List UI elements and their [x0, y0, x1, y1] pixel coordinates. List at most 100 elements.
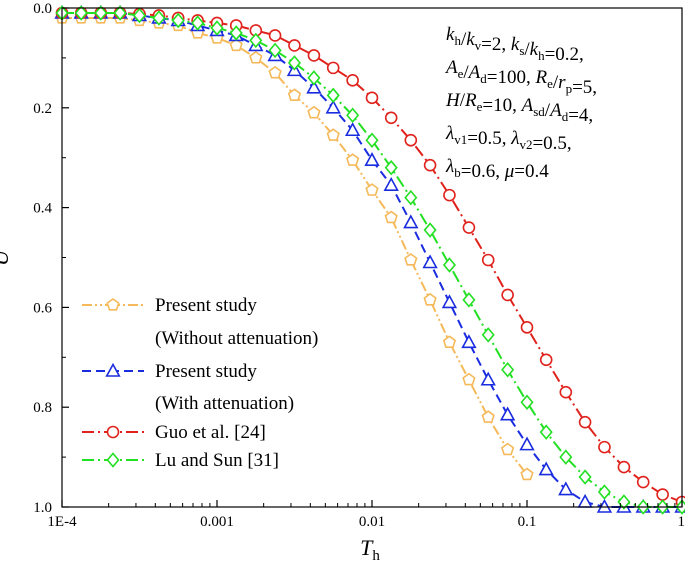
data-point — [501, 288, 514, 302]
data-point — [113, 5, 127, 21]
annotation-text: λ — [510, 128, 519, 149]
annotation-text: / — [461, 29, 467, 50]
data-point — [307, 105, 321, 119]
data-point — [480, 371, 496, 386]
annotation-text: / — [460, 90, 466, 111]
data-point — [442, 257, 456, 273]
data-point — [287, 55, 301, 71]
legend-entry: Present study — [82, 295, 257, 316]
data-point — [384, 111, 398, 125]
annotation-text: μ — [504, 161, 515, 182]
legend-entry: (With attenuation) — [155, 393, 294, 414]
annotation-text: =4, — [568, 105, 593, 126]
data-point — [268, 65, 282, 79]
y-tick-label: 0.0 — [33, 1, 52, 17]
data-point — [501, 362, 515, 378]
data-point — [249, 50, 263, 64]
data-point — [404, 253, 418, 266]
annotation-text: / — [545, 100, 551, 121]
x-tick-label: 0.1 — [518, 514, 537, 530]
data-point — [383, 176, 399, 191]
data-point — [481, 410, 495, 423]
data-point — [306, 79, 322, 94]
annotation-text: A — [444, 57, 458, 78]
annotation-text: k — [466, 29, 475, 50]
annotation-subscript: v2 — [519, 137, 532, 152]
data-point — [578, 469, 592, 485]
data-point — [423, 158, 437, 172]
legend-entry: Lu and Sun [31] — [82, 450, 279, 471]
annotation-subscript: e — [458, 66, 464, 81]
annotation-line: kh/kv=2, ks/kh=0.2, — [446, 24, 584, 65]
data-point — [520, 394, 534, 410]
legend: Present study (Without attenuation) Presen… — [82, 295, 318, 471]
x-axis-label: Th — [360, 535, 380, 564]
annotation-text: H — [445, 90, 461, 111]
annotation-subscript: e — [547, 76, 553, 91]
x-tick-label: 0.01 — [359, 514, 385, 530]
y-tick-label: 0.6 — [33, 300, 52, 316]
data-point — [442, 335, 457, 348]
annotation-text: R — [464, 90, 477, 111]
data-point — [422, 254, 438, 269]
data-point — [404, 189, 418, 206]
data-point — [384, 210, 398, 224]
legend-entry: Present study — [82, 361, 257, 382]
data-point — [326, 128, 340, 141]
legend-label: (Without attenuation) — [155, 328, 318, 349]
annotation-subscript: v — [475, 38, 482, 53]
data-point — [344, 122, 361, 137]
data-point — [559, 449, 573, 465]
data-point — [559, 385, 573, 399]
annotation-text: =0.5, — [532, 133, 571, 154]
data-point — [462, 372, 476, 386]
data-point — [345, 153, 360, 166]
data-point — [365, 183, 379, 196]
series-3 — [55, 5, 685, 515]
data-point — [462, 292, 476, 308]
data-point — [132, 7, 146, 24]
data-point — [539, 424, 553, 440]
legend-label: Present study — [155, 361, 257, 382]
legend-label: Present study — [155, 295, 257, 316]
data-point — [191, 15, 205, 31]
annotation-text: / — [524, 39, 530, 60]
annotation-line: λv1=0.5, λv2=0.5, — [445, 123, 572, 154]
annotation-subscript: d — [562, 109, 569, 124]
data-point — [404, 133, 418, 147]
parameter-annotation: kh/kv=2, ks/kh=0.2,Ae/Ad=100, Re/rp=5,H/… — [444, 24, 597, 182]
data-point — [364, 152, 380, 166]
data-point — [403, 214, 419, 229]
annotation-text: =0.6, — [461, 161, 505, 182]
data-point — [617, 494, 631, 510]
series-line — [62, 17, 528, 476]
series-0 — [55, 10, 534, 481]
data-point — [346, 74, 359, 87]
data-point — [94, 5, 108, 21]
y-axis-label: U — [0, 248, 13, 266]
data-point — [365, 91, 379, 105]
legend-entry: (Without attenuation) — [155, 328, 318, 349]
annotation-subscript: s — [519, 43, 524, 58]
annotation-subscript: sd — [533, 104, 545, 119]
data-point — [249, 32, 263, 49]
data-point — [287, 88, 302, 101]
data-point — [171, 12, 185, 29]
annotation-subscript: h — [454, 33, 461, 48]
annotation-text: / — [463, 62, 469, 83]
annotation-text: =0.5, — [467, 128, 511, 149]
x-tick-label: 1E-4 — [47, 514, 77, 530]
legend-label: (With attenuation) — [155, 393, 294, 414]
annotation-subscript: b — [454, 165, 461, 180]
legend-label: Guo et al. [24] — [155, 422, 266, 443]
data-point — [539, 353, 553, 367]
x-tick-label: 0.001 — [200, 514, 234, 530]
data-point — [597, 484, 611, 500]
annotation-subscript: e — [477, 99, 483, 114]
data-point — [636, 475, 650, 489]
annotation-text: λ — [445, 156, 454, 177]
data-point — [152, 10, 166, 26]
data-point — [210, 20, 224, 36]
data-point — [229, 25, 243, 41]
legend-marker — [106, 298, 120, 311]
